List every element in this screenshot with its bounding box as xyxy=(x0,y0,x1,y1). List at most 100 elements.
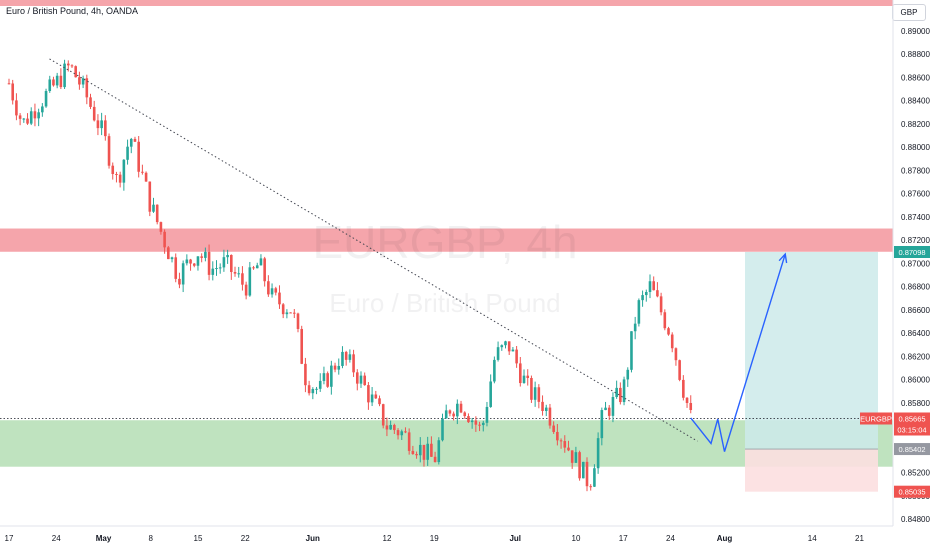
candle[interactable] xyxy=(489,374,492,408)
candle[interactable] xyxy=(96,114,100,136)
candle[interactable] xyxy=(652,276,655,291)
candle[interactable] xyxy=(348,349,352,363)
candle[interactable] xyxy=(463,411,467,419)
candle[interactable] xyxy=(593,464,596,487)
candle[interactable] xyxy=(407,428,411,455)
candle[interactable] xyxy=(422,444,426,467)
candle[interactable] xyxy=(296,312,300,333)
candle[interactable] xyxy=(400,429,404,441)
candle[interactable] xyxy=(81,75,85,89)
candle[interactable] xyxy=(570,450,574,469)
candle[interactable] xyxy=(585,457,589,492)
candle[interactable] xyxy=(174,253,178,283)
candle[interactable] xyxy=(578,450,581,481)
candle[interactable] xyxy=(600,407,604,446)
candle[interactable] xyxy=(556,424,559,446)
candle[interactable] xyxy=(115,171,118,183)
candle[interactable] xyxy=(44,88,48,108)
candle[interactable] xyxy=(682,375,685,401)
candle[interactable] xyxy=(678,359,681,382)
candle[interactable] xyxy=(496,341,500,362)
candle[interactable] xyxy=(433,451,437,463)
descending-trendline[interactable] xyxy=(49,58,698,442)
candle[interactable] xyxy=(292,308,296,319)
candle[interactable] xyxy=(611,392,615,423)
candle[interactable] xyxy=(674,347,678,366)
candle[interactable] xyxy=(530,375,533,403)
candle[interactable] xyxy=(526,369,530,386)
candle[interactable] xyxy=(474,416,478,432)
candle[interactable] xyxy=(533,381,537,407)
candle[interactable] xyxy=(544,404,548,417)
candle[interactable] xyxy=(467,413,470,423)
candle[interactable] xyxy=(163,229,166,254)
candle[interactable] xyxy=(137,136,140,178)
candle[interactable] xyxy=(315,386,318,395)
candle[interactable] xyxy=(63,59,66,90)
candle[interactable] xyxy=(589,484,593,491)
candle[interactable] xyxy=(567,440,570,452)
candle[interactable] xyxy=(656,282,659,298)
candle[interactable] xyxy=(141,164,144,175)
candle[interactable] xyxy=(244,281,248,300)
candle[interactable] xyxy=(170,256,174,263)
candle[interactable] xyxy=(248,261,252,297)
candle[interactable] xyxy=(444,404,448,419)
candle[interactable] xyxy=(485,401,489,427)
candle[interactable] xyxy=(659,292,663,316)
candle[interactable] xyxy=(385,417,389,437)
candle[interactable] xyxy=(504,340,507,349)
candle[interactable] xyxy=(396,428,400,440)
candle[interactable] xyxy=(226,249,229,264)
candle[interactable] xyxy=(500,344,504,351)
candle[interactable] xyxy=(415,451,418,459)
candle[interactable] xyxy=(259,254,263,266)
candle[interactable] xyxy=(648,274,652,299)
candle[interactable] xyxy=(18,113,22,126)
candle[interactable] xyxy=(689,395,693,414)
candle[interactable] xyxy=(582,461,585,479)
target-zone[interactable] xyxy=(745,251,878,450)
candle[interactable] xyxy=(437,437,441,465)
candle[interactable] xyxy=(404,427,407,434)
candle[interactable] xyxy=(511,346,515,352)
candle[interactable] xyxy=(448,409,452,417)
candle[interactable] xyxy=(126,139,129,165)
candle[interactable] xyxy=(107,133,111,169)
candle[interactable] xyxy=(255,262,259,269)
candle[interactable] xyxy=(263,256,266,287)
candle[interactable] xyxy=(85,74,89,105)
candle[interactable] xyxy=(670,332,674,353)
candle[interactable] xyxy=(155,204,159,225)
candle[interactable] xyxy=(359,371,363,388)
candle[interactable] xyxy=(207,244,211,281)
candle[interactable] xyxy=(270,283,274,298)
candle[interactable] xyxy=(574,446,578,463)
candle[interactable] xyxy=(281,302,285,319)
candle[interactable] xyxy=(381,403,385,429)
candle[interactable] xyxy=(411,445,415,455)
candle[interactable] xyxy=(237,266,241,278)
candle[interactable] xyxy=(604,401,607,411)
candle[interactable] xyxy=(456,399,459,425)
candle[interactable] xyxy=(441,413,444,442)
candle[interactable] xyxy=(185,254,189,266)
candle[interactable] xyxy=(552,421,555,434)
candle[interactable] xyxy=(222,249,226,272)
candle[interactable] xyxy=(667,326,670,336)
candle[interactable] xyxy=(159,221,163,235)
candle[interactable] xyxy=(274,286,278,296)
candle[interactable] xyxy=(181,260,185,293)
candle[interactable] xyxy=(563,435,567,453)
candle[interactable] xyxy=(370,386,374,407)
candle[interactable] xyxy=(33,103,37,127)
candle[interactable] xyxy=(622,376,626,406)
candle[interactable] xyxy=(289,312,292,314)
candle[interactable] xyxy=(389,420,392,430)
candle[interactable] xyxy=(644,289,648,302)
candle[interactable] xyxy=(318,373,322,392)
candle[interactable] xyxy=(52,76,55,87)
candle[interactable] xyxy=(48,75,52,93)
candle[interactable] xyxy=(74,65,77,78)
candle[interactable] xyxy=(178,272,181,289)
